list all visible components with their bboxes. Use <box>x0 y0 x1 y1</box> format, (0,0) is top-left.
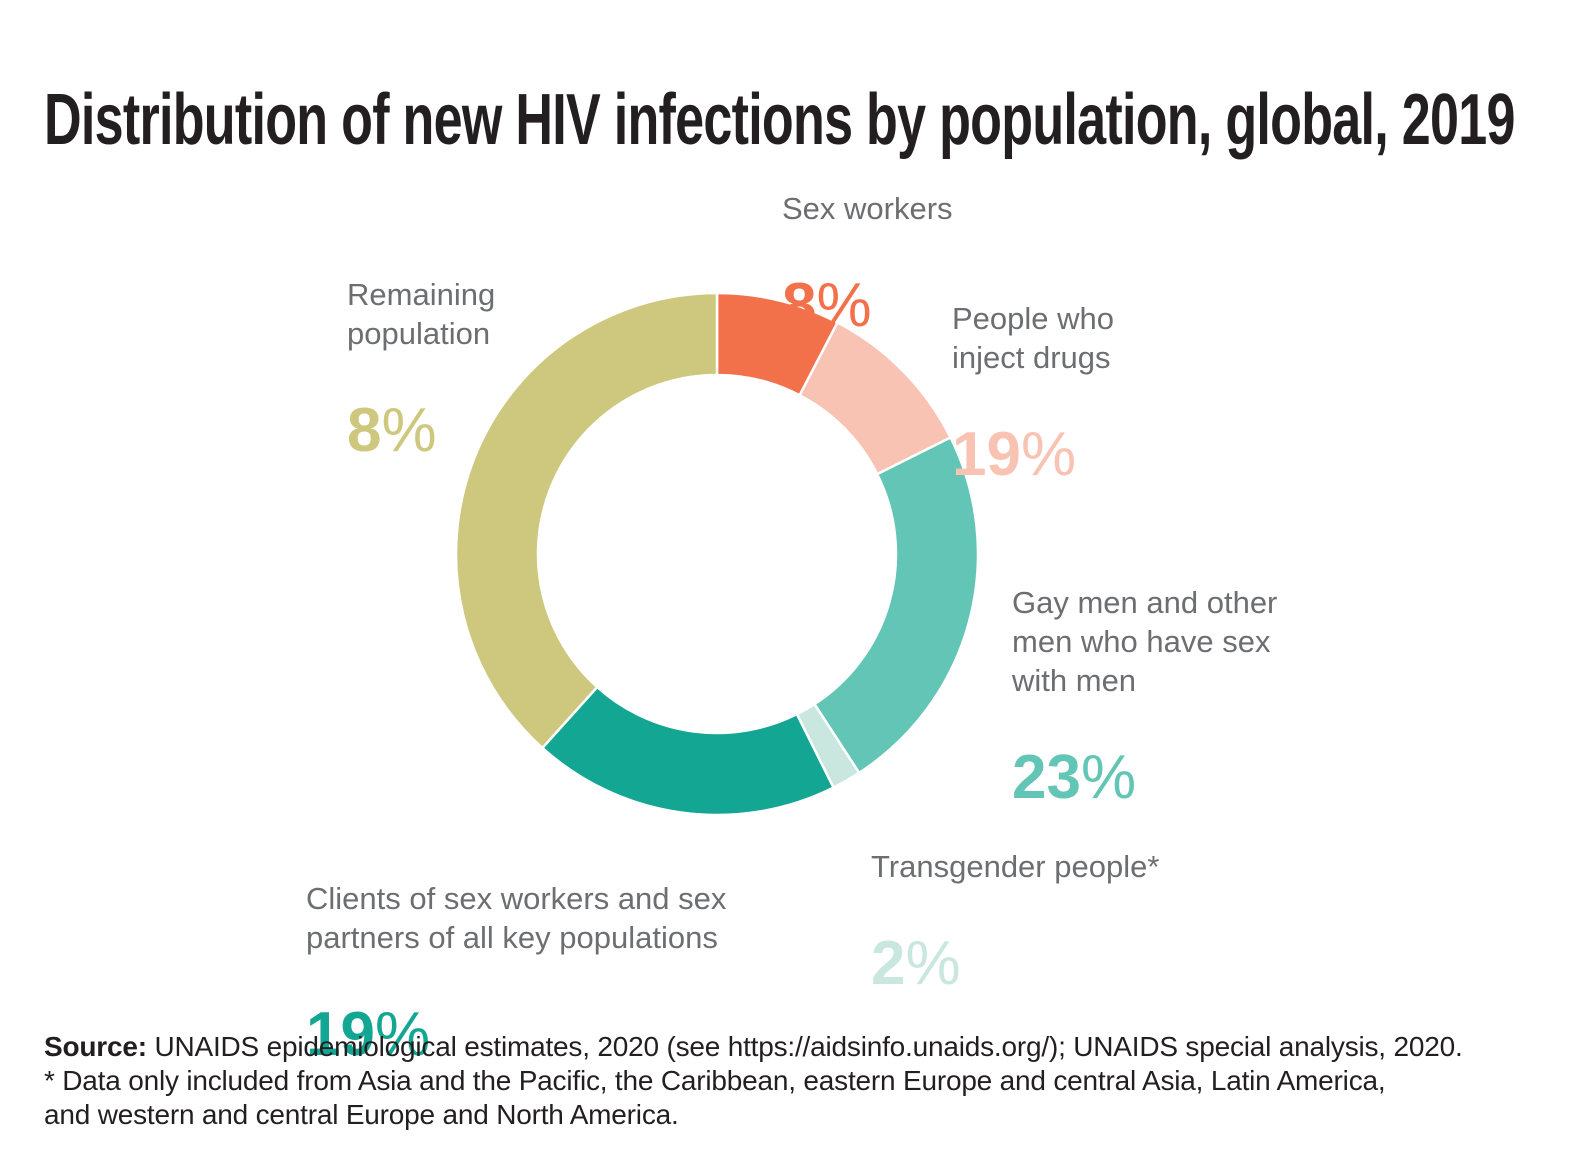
footnote-line-1: * Data only included from Asia and the P… <box>44 1065 1386 1096</box>
segment-value: 8% <box>782 271 872 340</box>
segment-label-gay-men-msm: Gay men and other men who have sex with … <box>1012 544 1277 850</box>
source-note: Source: UNAIDS epidemiological estimates… <box>44 1030 1463 1132</box>
segment-name: Sex workers <box>782 191 953 226</box>
donut-segment-clients-sex-partners <box>540 685 836 817</box>
segment-label-people-who-inject-drugs: People who inject drugs 19% <box>952 260 1114 527</box>
segment-label-transgender-people: Transgender people* 2% <box>871 808 1159 1036</box>
segment-label-remaining-population: Remaining population 8% <box>347 236 495 503</box>
segment-name: Transgender people* <box>871 849 1160 884</box>
source-label: Source: <box>44 1031 147 1062</box>
segment-label-clients-sex-partners: Clients of sex workers and sex partners … <box>306 840 726 1107</box>
donut-chart <box>454 291 980 817</box>
segment-name: Gay men and other men who have sex with … <box>1012 585 1278 698</box>
source-line: Source: UNAIDS epidemiological estimates… <box>44 1030 1463 1064</box>
segment-label-sex-workers: Sex workers 8% <box>782 150 953 378</box>
segment-value: 2% <box>871 929 961 998</box>
segment-name: Remaining population <box>347 277 496 351</box>
donut-segment-remaining-population <box>454 291 719 750</box>
source-text: UNAIDS epidemiological estimates, 2020 (… <box>146 1031 1463 1062</box>
segment-value: 8% <box>347 396 437 465</box>
segment-value: 19% <box>306 1000 431 1069</box>
donut-segment-gay-men-msm <box>812 435 980 775</box>
footnote-line-2: and western and central Europe and North… <box>44 1099 679 1130</box>
segment-value: 19% <box>952 420 1077 489</box>
segment-name: Clients of sex workers and sex partners … <box>306 881 727 955</box>
page-title: Distribution of new HIV infections by po… <box>44 80 1515 161</box>
segment-name: People who inject drugs <box>952 301 1115 375</box>
segment-value: 23% <box>1012 743 1137 812</box>
